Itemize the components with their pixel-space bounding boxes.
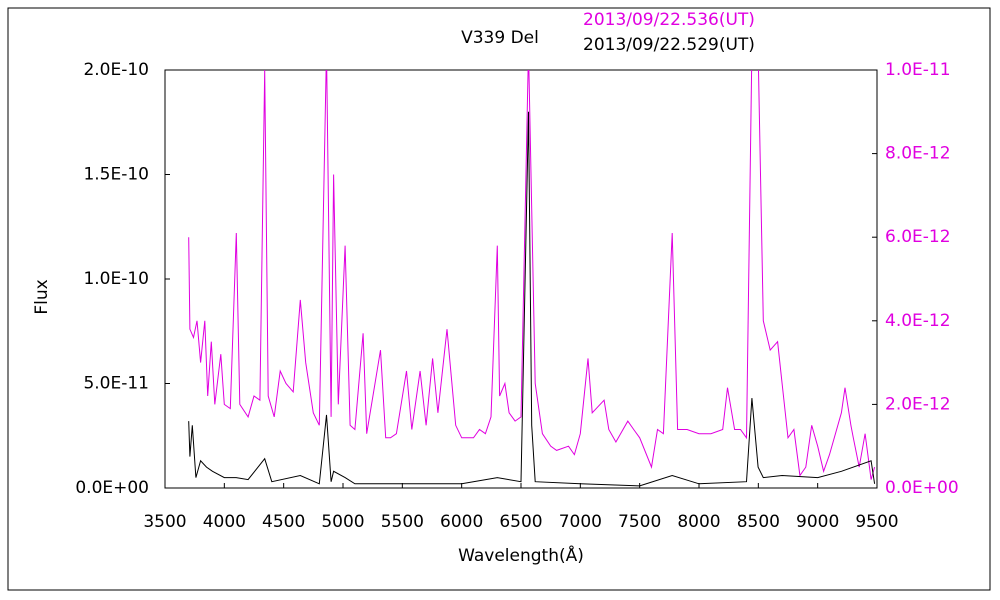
legend-entry: 2013/09/22.536(UT) <box>583 10 755 30</box>
x-tick-label: 4500 <box>262 512 305 532</box>
y-axis-label: Flux <box>32 279 52 314</box>
y2-tick-label: 0.0E+00 <box>885 478 959 498</box>
x-tick-label: 7000 <box>559 512 602 532</box>
x-tick-label: 5500 <box>381 512 424 532</box>
y-tick-label: 2.0E-10 <box>83 60 149 80</box>
y2-tick-label: 6.0E-12 <box>885 227 951 247</box>
series-line <box>188 70 876 480</box>
legend-entry: 2013/09/22.529(UT) <box>583 35 755 55</box>
y-tick-label: 5.0E-11 <box>83 374 149 394</box>
x-tick-label: 6500 <box>499 512 542 532</box>
chart-title: V339 Del <box>461 28 539 48</box>
chart-frame <box>7 7 991 591</box>
y2-tick-label: 8.0E-12 <box>885 144 951 164</box>
x-tick-label: 3500 <box>143 512 186 532</box>
x-tick-label: 8000 <box>677 512 720 532</box>
y2-tick-label: 2.0E-12 <box>885 394 951 414</box>
x-tick-label: 6000 <box>440 512 483 532</box>
x-tick-label: 8500 <box>737 512 780 532</box>
y-tick-label: 0.0E+00 <box>75 478 149 498</box>
y2-tick-label: 4.0E-12 <box>885 311 951 331</box>
y2-tick-label: 1.0E-11 <box>885 60 951 80</box>
x-tick-label: 9500 <box>855 512 898 532</box>
y-tick-label: 1.0E-10 <box>83 269 149 289</box>
x-tick-label: 9000 <box>796 512 839 532</box>
x-tick-label: 5000 <box>321 512 364 532</box>
x-tick-label: 7500 <box>618 512 661 532</box>
x-axis-label: Wavelength(Å) <box>458 544 584 566</box>
x-tick-label: 4000 <box>203 512 246 532</box>
y-tick-label: 1.5E-10 <box>83 165 149 185</box>
